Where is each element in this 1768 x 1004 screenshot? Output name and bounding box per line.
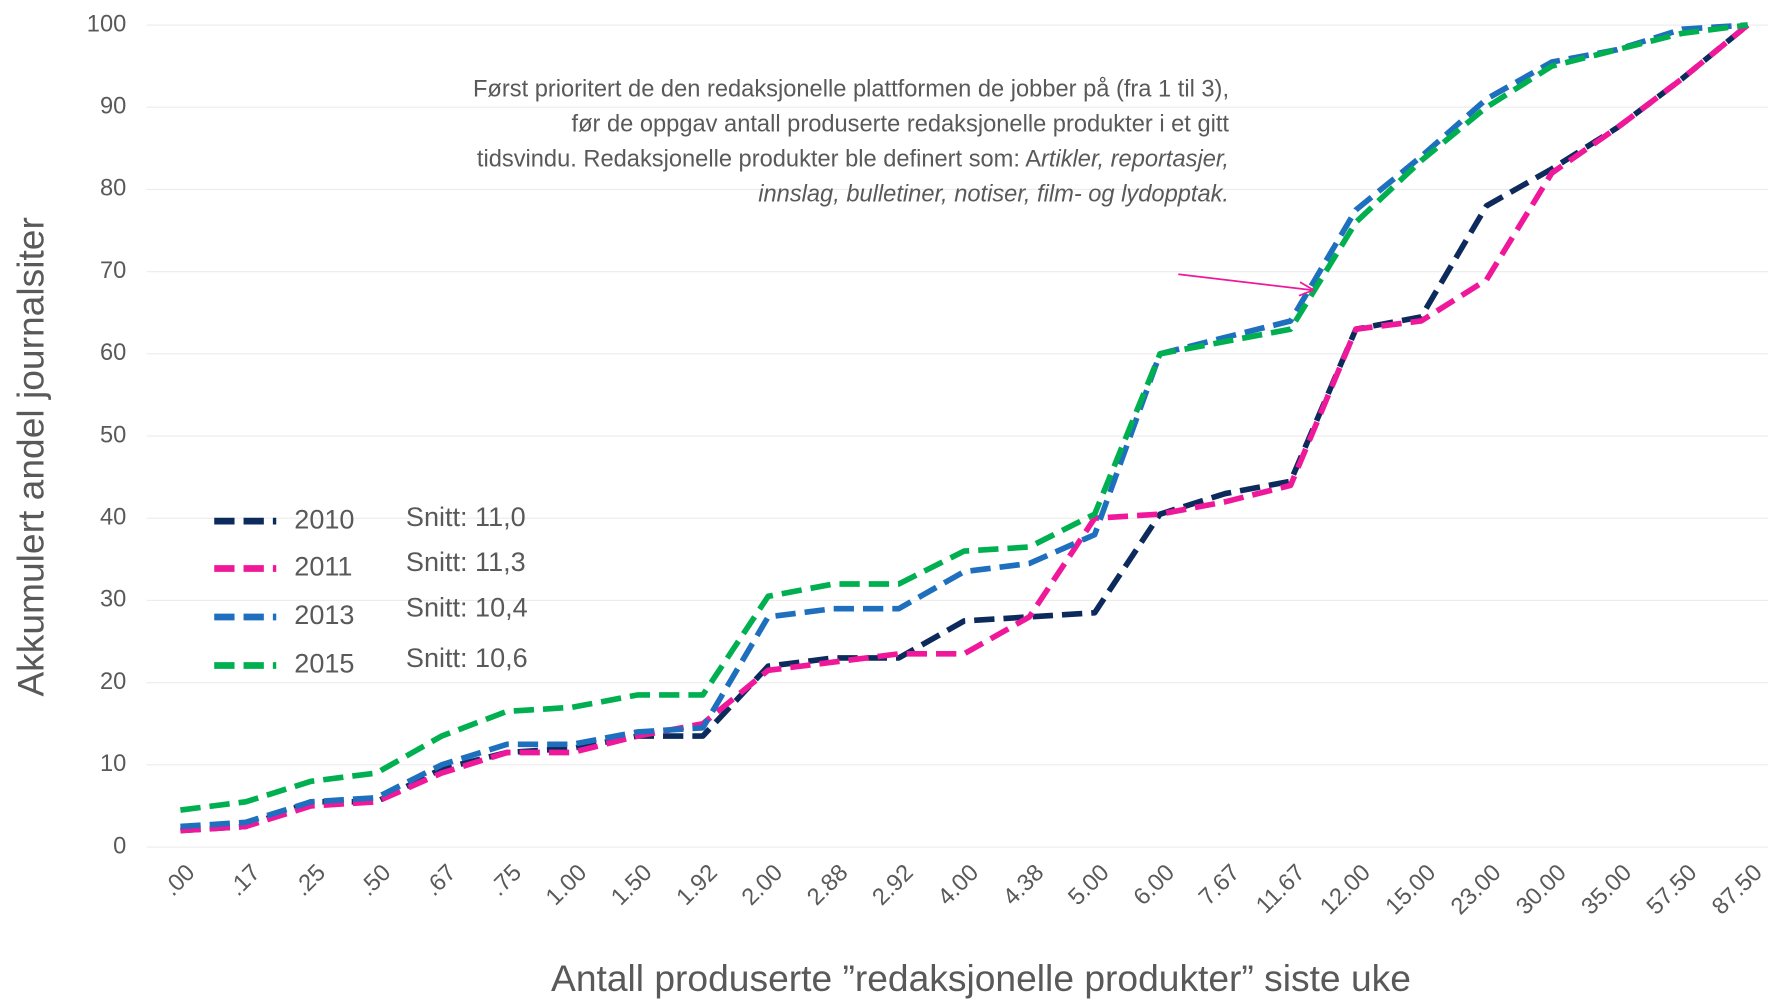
x-tick-label: 2.00 — [737, 860, 788, 911]
x-tick-label: 11.67 — [1252, 860, 1311, 919]
legend-label: 2010 — [294, 504, 354, 534]
x-tick-label: 35.00 — [1577, 860, 1637, 920]
x-tick-label: 12.00 — [1316, 860, 1376, 920]
x-tick-label: 2.92 — [868, 860, 919, 911]
y-tick-label: 60 — [100, 340, 126, 366]
x-tick-label: 5.00 — [1064, 860, 1115, 911]
series-line — [180, 22, 1749, 813]
annotation: før de oppgav antall produserte redaksjo… — [572, 112, 1230, 138]
y-axis-title: Akkumulert andel journalsiter — [10, 217, 52, 697]
legend-note: Snitt: 10,6 — [406, 643, 528, 673]
x-tick-label: .50 — [355, 860, 397, 902]
legend-label: 2013 — [294, 600, 354, 630]
x-tick-label: .00 — [159, 860, 201, 902]
x-tick-label: 1.50 — [607, 860, 658, 911]
x-tick-label: 23.00 — [1446, 860, 1506, 920]
x-tick-label: 15.00 — [1381, 860, 1441, 920]
annotation: tidsvindu. Redaksjonelle produkter ble d… — [477, 147, 1229, 173]
y-tick-label: 30 — [100, 587, 126, 613]
x-tick-label: 2.88 — [802, 860, 853, 911]
annotation-part: rtikler, reportasjer, — [1041, 147, 1229, 173]
y-tick-label: 0 — [113, 833, 126, 859]
x-tick-label: 6.00 — [1129, 860, 1180, 911]
annotation-arrow — [1178, 273, 1312, 291]
y-tick-label: 90 — [100, 93, 126, 119]
legend-label: 2011 — [294, 552, 352, 582]
y-tick-label: 50 — [100, 422, 126, 448]
annotation: innslag, bulletiner, notiser, film- og l… — [758, 182, 1229, 208]
x-tick-label: 1.00 — [541, 860, 592, 911]
annotation: Først prioritert de den redaksjonelle pl… — [473, 76, 1229, 103]
x-tick-label: 30.00 — [1511, 860, 1571, 920]
series-line — [180, 22, 1748, 830]
y-tick-label: 100 — [87, 11, 126, 37]
legend-note: Snitt: 11,0 — [406, 502, 526, 532]
x-tick-label: 4.00 — [933, 860, 984, 911]
x-tick-label: .67 — [420, 860, 462, 902]
series-line — [180, 22, 1750, 834]
legend-note: Snitt: 11,3 — [406, 547, 526, 577]
legend-note: Snitt: 10,4 — [406, 592, 528, 622]
x-axis-title: Antall produserte ”redaksjonelle produkt… — [551, 957, 1411, 999]
x-tick-label: 57.50 — [1642, 860, 1702, 920]
annotation-part: før de oppgav antall produserte redaksjo… — [572, 112, 1230, 138]
annotation-part: tidsvindu. Redaksjonelle produkter ble d… — [477, 147, 1041, 173]
legend-label: 2015 — [294, 649, 354, 679]
x-tick-label: .25 — [289, 860, 331, 902]
x-tick-label: 4.38 — [998, 860, 1049, 911]
x-tick-label: 1.92 — [672, 860, 723, 911]
y-tick-label: 40 — [100, 504, 126, 530]
y-tick-label: 80 — [100, 176, 126, 202]
y-tick-label: 20 — [100, 669, 126, 695]
annotation-arrowhead — [1298, 281, 1315, 297]
x-tick-label: 7.67 — [1194, 860, 1245, 911]
y-tick-label: 70 — [100, 258, 126, 284]
y-tick-label: 10 — [100, 751, 126, 777]
x-tick-label: .17 — [224, 860, 266, 902]
x-tick-label: 87.50 — [1707, 860, 1767, 920]
x-tick-label: .75 — [485, 860, 527, 902]
annotation-part: Først prioritert de den redaksjonelle pl… — [473, 76, 1229, 103]
series-line — [180, 22, 1750, 834]
annotation-part: innslag, bulletiner, notiser, film- og l… — [758, 182, 1229, 208]
